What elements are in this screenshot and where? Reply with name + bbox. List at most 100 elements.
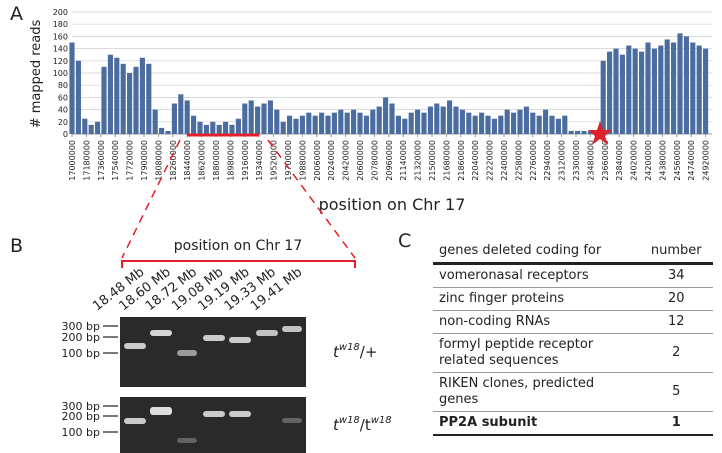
x-tick-label: 24560000: [673, 140, 682, 181]
bar: [306, 112, 312, 134]
bar: [447, 100, 453, 134]
gene-class: vomeronasal receptors: [433, 263, 640, 288]
bar: [331, 112, 337, 134]
bar: [235, 118, 241, 134]
x-tick-label: 19880000: [298, 140, 307, 181]
bar: [370, 109, 376, 134]
table-row: RIKEN clones, predicted genes 5: [433, 372, 713, 412]
bar: [491, 118, 497, 134]
bar: [171, 103, 177, 134]
bar: [671, 42, 677, 134]
bar: [69, 42, 75, 134]
x-tick-label: 21500000: [428, 140, 437, 181]
bar: [619, 54, 625, 135]
bar: [146, 63, 152, 134]
table-row: zinc finger proteins 20: [433, 287, 713, 311]
x-tick-label: 17900000: [140, 140, 149, 181]
x-tick-label: 19700000: [284, 140, 293, 181]
bar: [530, 112, 536, 134]
genotype-superscript: w18: [371, 415, 392, 426]
marker-label: 200 bp: [62, 331, 100, 344]
panel-letter: A: [10, 3, 23, 25]
x-tick-label: 18260000: [169, 140, 178, 181]
bar: [203, 124, 209, 134]
bar: [703, 48, 709, 134]
table-row: PP2A subunit 1: [433, 411, 713, 436]
bar: [575, 130, 581, 134]
bar: [344, 112, 350, 134]
bar: [376, 106, 382, 134]
gene-count: 5: [639, 372, 713, 412]
bar: [562, 115, 568, 134]
genotype-label: tw18/tw18: [333, 415, 392, 434]
gene-count: 34: [639, 263, 713, 288]
bar: [658, 45, 664, 134]
x-tick-label: 22400000: [500, 140, 509, 181]
bar: [287, 115, 293, 134]
bar: [632, 48, 638, 134]
bar: [95, 121, 101, 134]
bar: [299, 115, 305, 134]
bar: [197, 121, 203, 134]
bar: [440, 106, 446, 134]
bar: [127, 73, 133, 134]
bar: [607, 51, 613, 134]
x-tick-label: 22760000: [529, 140, 538, 181]
bar: [255, 106, 261, 134]
y-tick-label: 20: [58, 118, 68, 127]
panel-letter: C: [398, 230, 412, 252]
bar: [152, 109, 158, 134]
x-tick-label: 20600000: [356, 140, 365, 181]
band: [203, 411, 225, 417]
bar: [261, 103, 267, 134]
band: [282, 418, 302, 423]
x-tick-label: 24200000: [644, 140, 653, 181]
marker-label: 300 bp: [62, 320, 100, 333]
bar: [325, 115, 331, 134]
bar: [274, 109, 280, 134]
gene-count: 20: [639, 287, 713, 311]
y-tick-label: 180: [53, 20, 68, 29]
x-tick-label: 20960000: [385, 140, 394, 181]
band: [256, 330, 278, 336]
bar: [210, 121, 216, 134]
x-tick-label: 17360000: [97, 140, 106, 181]
x-tick-label: 17720000: [126, 140, 135, 181]
zoom-annotations: [121, 121, 612, 268]
x-tick-label: 23660000: [601, 140, 610, 181]
gene-count: 2: [639, 333, 713, 373]
bar: [242, 103, 248, 134]
bar: [498, 115, 504, 134]
bar: [600, 60, 606, 134]
band: [150, 330, 172, 336]
bar: [626, 45, 632, 134]
band: [203, 335, 225, 341]
bar: [280, 121, 286, 134]
y-tick-label: 100: [53, 69, 68, 78]
bracket-label: position on Chr 17: [174, 238, 302, 254]
gene-class: zinc finger proteins: [433, 287, 640, 311]
bar: [107, 54, 113, 135]
bar: [645, 42, 651, 134]
bar: [613, 48, 619, 134]
bar: [363, 115, 369, 134]
zoom-line: [267, 139, 356, 259]
bar: [178, 94, 184, 134]
x-tick-label: 18800000: [212, 140, 221, 181]
bar: [101, 66, 107, 134]
bar: [427, 106, 433, 134]
x-tick-label: 22040000: [471, 140, 480, 181]
genotype-text: /+: [360, 343, 378, 361]
x-tick-label: 21680000: [442, 140, 451, 181]
bar: [536, 115, 542, 134]
bar: [139, 57, 145, 134]
gel: [120, 397, 306, 453]
table-row: non-coding RNAs 12: [433, 310, 713, 334]
x-tick-label: 21140000: [399, 140, 408, 181]
bar: [472, 115, 478, 134]
x-tick-label: 17540000: [111, 140, 120, 181]
x-tick-label: 17000000: [68, 140, 77, 181]
bar: [293, 118, 299, 134]
